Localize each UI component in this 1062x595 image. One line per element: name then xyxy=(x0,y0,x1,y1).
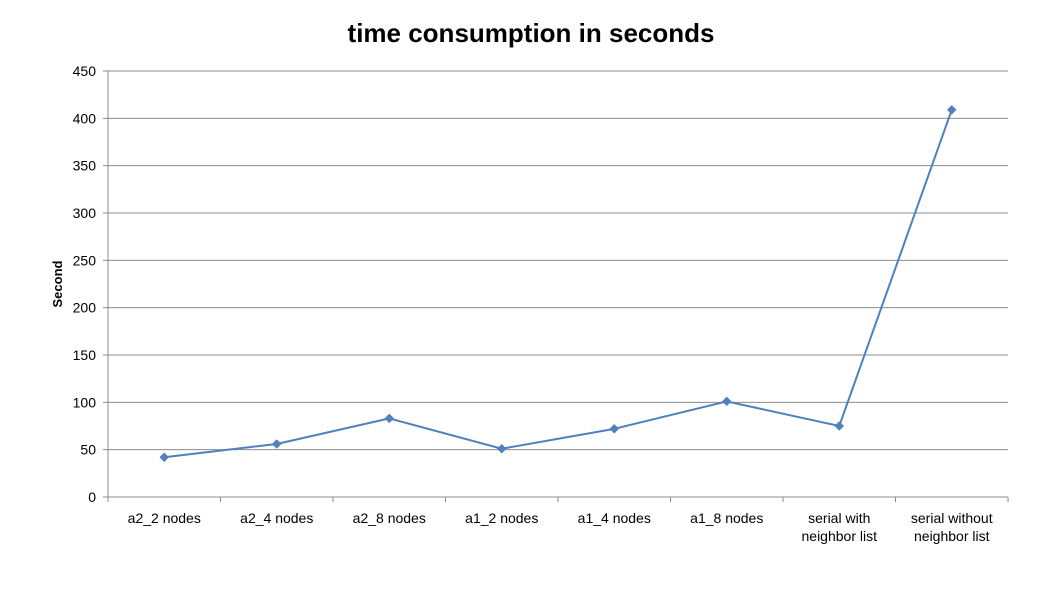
y-tick-label: 250 xyxy=(73,252,97,268)
y-tick-label: 50 xyxy=(80,442,96,458)
y-tick-label: 100 xyxy=(73,394,97,410)
x-tick-label: a2_8 nodes xyxy=(353,510,426,526)
x-tick-label: a1_2 nodes xyxy=(465,510,538,526)
x-tick-label: a1_8 nodes xyxy=(690,510,763,526)
data-point-marker xyxy=(159,452,170,463)
y-tick-label: 450 xyxy=(73,63,97,79)
data-point-marker xyxy=(384,413,395,424)
x-tick-label: a2_4 nodes xyxy=(240,510,313,526)
y-tick-label: 400 xyxy=(73,110,97,126)
x-tick-labels: a2_2 nodes a2_4 nodes a2_8 nodes a1_2 nodes… xyxy=(128,510,993,544)
x-tick-label-line: serial with xyxy=(808,510,870,526)
axes xyxy=(103,70,1009,502)
x-tick-label-line: neighbor list xyxy=(914,528,990,544)
y-tick-label: 350 xyxy=(73,158,97,174)
x-tick-label-line: serial without xyxy=(911,510,993,526)
x-tick-label-line: a1_2 nodes xyxy=(465,510,538,526)
data-point-marker xyxy=(271,439,282,449)
x-tick-label-line: a2_8 nodes xyxy=(353,510,426,526)
x-tick-label: serial without neighbor list xyxy=(911,510,993,544)
chart-title: time consumption in seconds xyxy=(347,18,715,48)
data-point-marker xyxy=(496,443,507,454)
data-point-marker xyxy=(834,421,845,431)
series-line xyxy=(164,109,953,459)
x-tick-label: a2_2 nodes xyxy=(128,510,201,526)
x-tick-label-line: neighbor list xyxy=(802,528,878,544)
data-point-marker xyxy=(609,423,620,434)
y-tick-label: 200 xyxy=(73,300,97,316)
x-tick-label-line: a1_8 nodes xyxy=(690,510,763,526)
x-tick-label-line: a2_4 nodes xyxy=(240,510,313,526)
series-layer xyxy=(159,104,957,463)
y-tick-label: 150 xyxy=(73,347,97,363)
data-point-marker xyxy=(721,396,732,407)
x-tick-label: serial with neighbor list xyxy=(802,510,878,544)
x-tick-label-line: a1_4 nodes xyxy=(578,510,651,526)
y-tick-label: 300 xyxy=(73,205,97,221)
y-axis-title: Second xyxy=(50,260,65,307)
y-tick-labels: 0 50 100 150 200 250 300 350 400 450 xyxy=(73,63,97,505)
x-tick-label: a1_4 nodes xyxy=(578,510,651,526)
y-tick-label: 0 xyxy=(88,489,96,505)
x-tick-label-line: a2_2 nodes xyxy=(128,510,201,526)
data-point-marker xyxy=(946,104,957,115)
gridlines xyxy=(108,70,1008,451)
